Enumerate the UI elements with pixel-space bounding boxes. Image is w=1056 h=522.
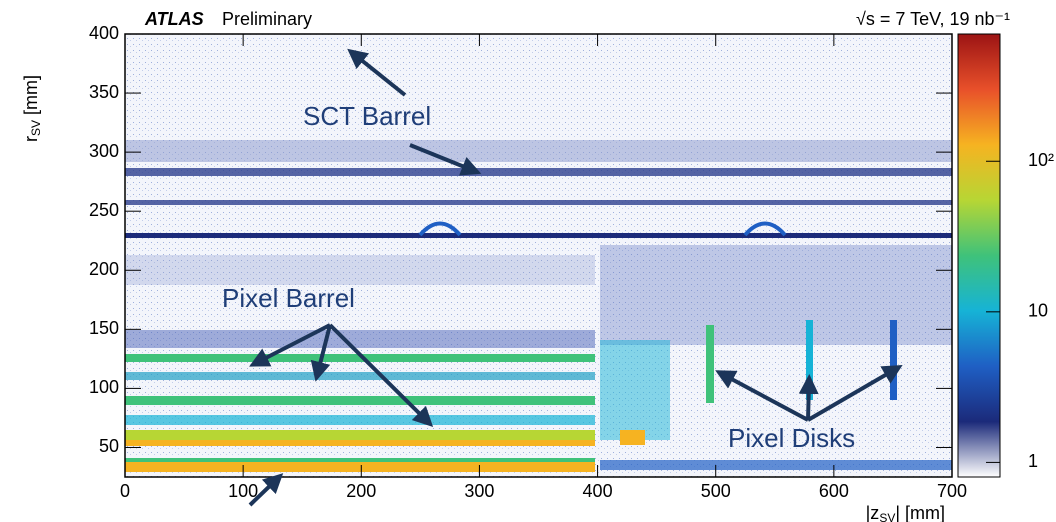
x-tick-label: 400 — [583, 481, 613, 501]
x-axis-label: |zSV| [mm] — [866, 503, 945, 522]
annotation: SCT Barrel — [303, 101, 431, 131]
y-tick-label: 400 — [89, 23, 119, 43]
energy: √s = 7 TeV, 19 nb⁻¹ — [856, 9, 1010, 29]
annotation: Pixel Barrel — [222, 283, 355, 313]
x-tick-label: 600 — [819, 481, 849, 501]
x-tick-label: 300 — [464, 481, 494, 501]
y-tick-label: 250 — [89, 200, 119, 220]
y-tick-label: 50 — [99, 436, 119, 456]
y-tick-label: 150 — [89, 318, 119, 338]
y-tick-label: 100 — [89, 377, 119, 397]
x-tick-label: 100 — [228, 481, 258, 501]
x-tick-label: 500 — [701, 481, 731, 501]
colorbar — [957, 33, 1001, 478]
y-tick-label: 350 — [89, 82, 119, 102]
y-axis-label: rSV [mm] — [21, 75, 43, 142]
arrows — [248, 48, 903, 507]
z-tick-label: 10² — [1028, 150, 1054, 170]
status: Preliminary — [222, 9, 312, 29]
experiment: ATLAS — [144, 9, 204, 29]
y-tick-label: 200 — [89, 259, 119, 279]
z-tick-label: 1 — [1028, 451, 1038, 471]
x-tick-label: 700 — [937, 481, 967, 501]
x-tick-label: 0 — [120, 481, 130, 501]
y-tick-label: 300 — [89, 141, 119, 161]
heatmap-area — [124, 33, 953, 478]
x-tick-label: 200 — [346, 481, 376, 501]
z-tick-label: 10 — [1028, 301, 1048, 321]
annotation: Pixel Disks — [728, 423, 855, 453]
